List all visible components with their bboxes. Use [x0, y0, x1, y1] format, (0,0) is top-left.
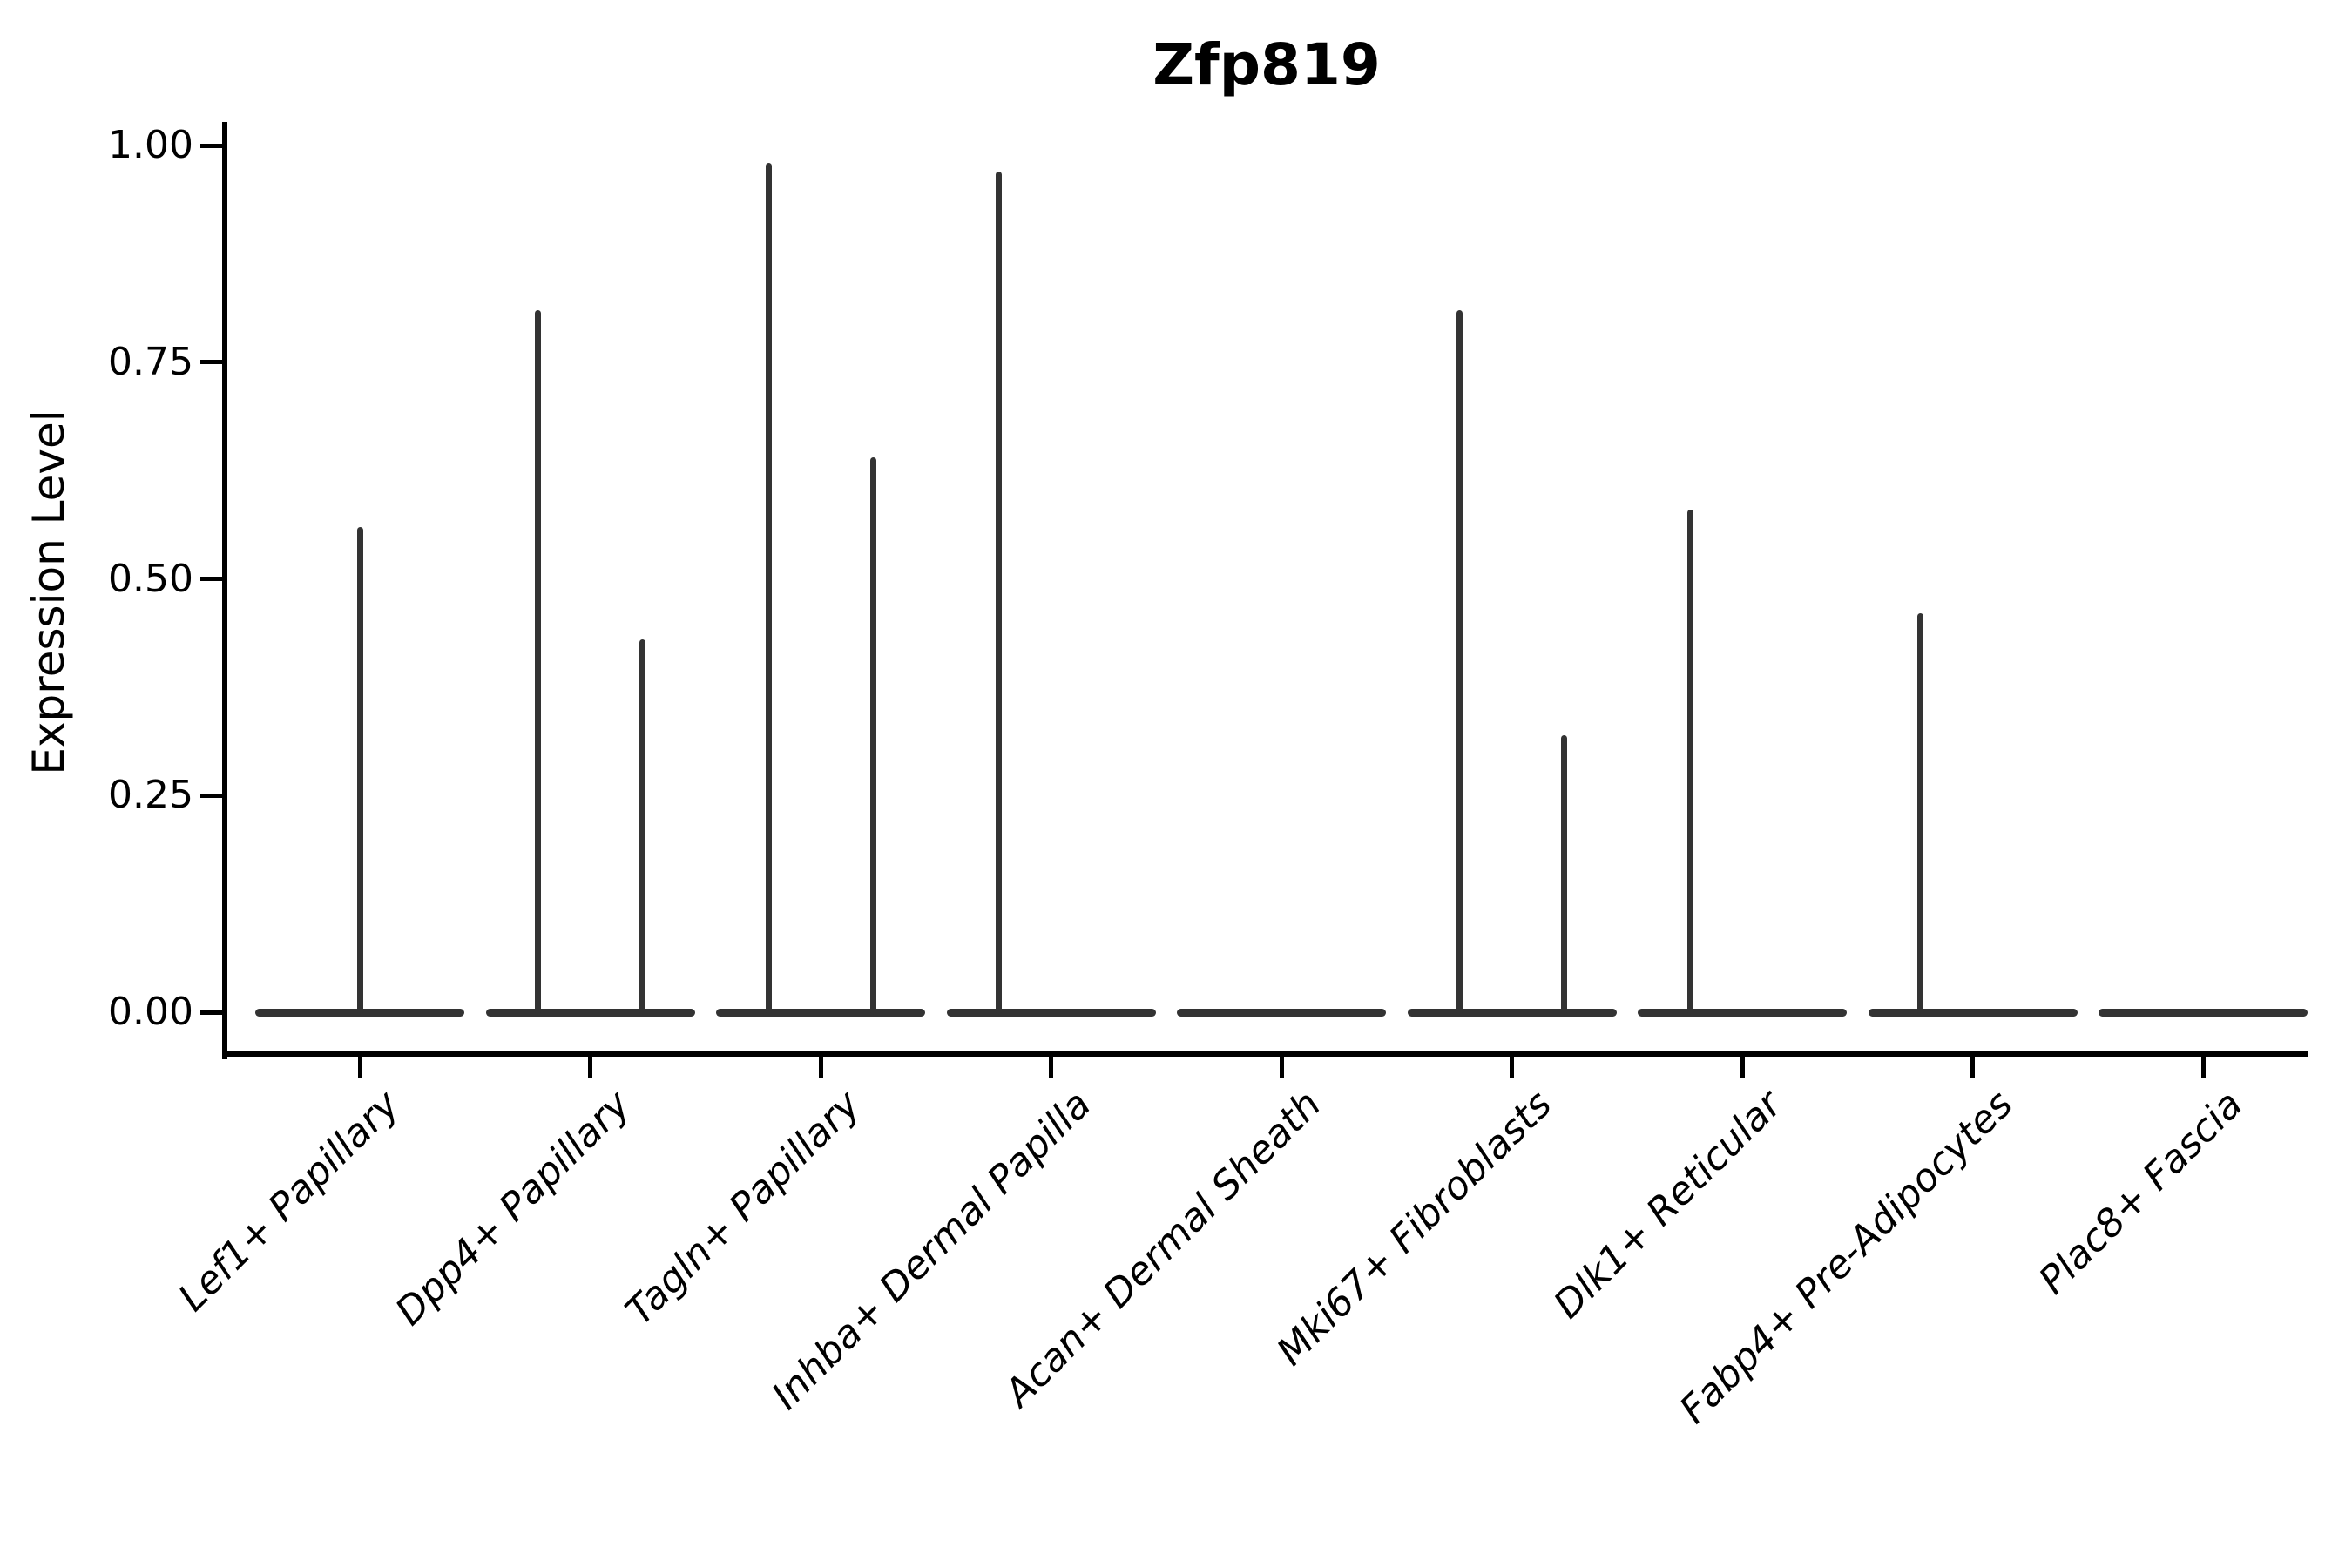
chart-title: Zfp819	[1152, 31, 1381, 98]
violin-spike	[1917, 613, 1923, 1015]
violin-base	[2099, 1008, 2308, 1017]
y-tick-label: 0.00	[108, 990, 193, 1034]
violin-spike	[535, 310, 541, 1015]
violin-spike	[996, 171, 1002, 1015]
violin-base	[1407, 1008, 1617, 1017]
y-tick-mark	[200, 1010, 222, 1015]
y-tick-mark	[200, 360, 222, 365]
x-tick-mark	[1970, 1057, 1975, 1078]
x-axis-spine	[222, 1051, 2308, 1057]
x-tick-mark	[357, 1057, 362, 1078]
y-tick-mark	[200, 793, 222, 798]
x-tick-mark	[1279, 1057, 1284, 1078]
violin-base	[1177, 1008, 1386, 1017]
violin-base	[1868, 1008, 2078, 1017]
violin-spike	[765, 162, 772, 1015]
y-tick-label: 0.75	[108, 339, 193, 384]
y-tick-label: 0.50	[108, 556, 193, 601]
x-tick-mark	[818, 1057, 823, 1078]
violin-base	[485, 1008, 695, 1017]
y-tick-mark	[200, 143, 222, 148]
violin-spike	[1561, 734, 1567, 1015]
violin-base	[1638, 1008, 1847, 1017]
violin-base	[946, 1008, 1156, 1017]
y-tick-mark	[200, 577, 222, 581]
violin-spike	[1456, 310, 1463, 1015]
y-tick-label: 1.00	[108, 123, 193, 167]
x-tick-mark	[2200, 1057, 2206, 1078]
x-tick-mark	[1049, 1057, 1053, 1078]
violin-spike	[639, 639, 645, 1015]
y-tick-label: 0.25	[108, 773, 193, 818]
violin-spike	[356, 526, 363, 1015]
violin-base	[716, 1008, 925, 1017]
x-tick-mark	[588, 1057, 592, 1078]
violin-spike	[869, 457, 876, 1015]
x-tick-mark	[1510, 1057, 1514, 1078]
y-axis-spine	[222, 122, 227, 1059]
violin-spike	[1686, 509, 1693, 1015]
x-tick-mark	[1740, 1057, 1745, 1078]
